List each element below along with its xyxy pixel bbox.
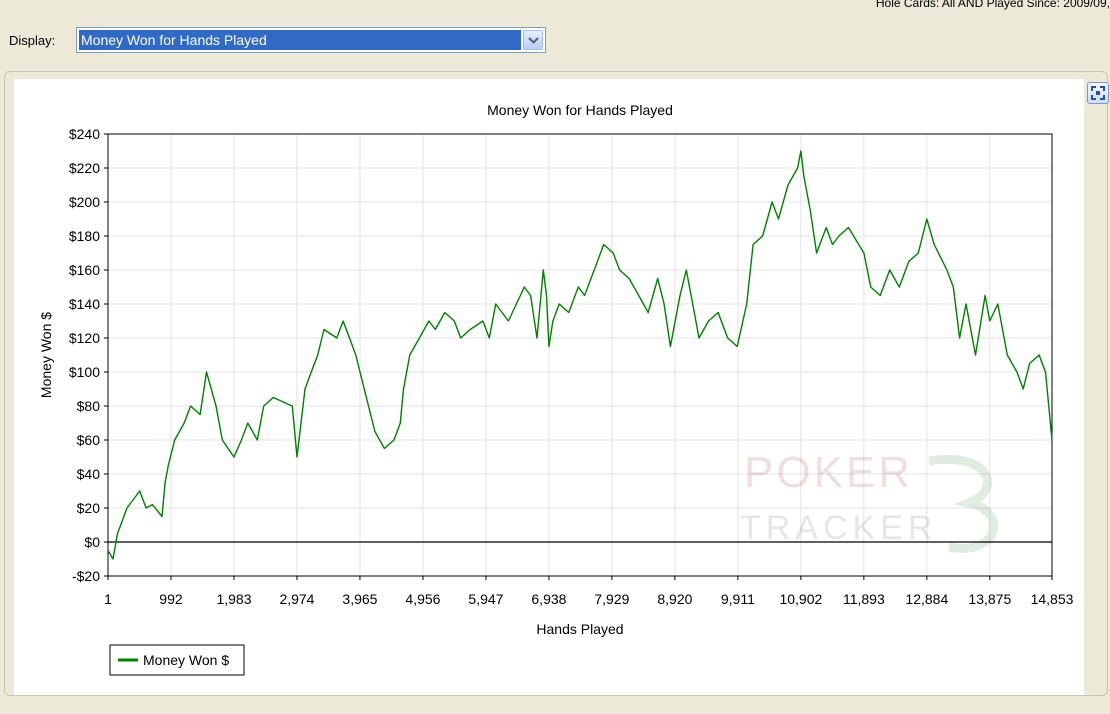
x-tick-label: 992: [159, 591, 183, 607]
y-tick-label: $180: [69, 228, 100, 244]
x-tick-label: 8,920: [657, 591, 692, 607]
display-select[interactable]: Money Won for Hands Played: [76, 27, 546, 53]
y-tick-label: $60: [77, 432, 101, 448]
y-tick-label: $20: [77, 500, 101, 516]
y-axis-label: Money Won $: [38, 312, 54, 398]
x-tick-label: 12,884: [905, 591, 948, 607]
y-tick-label: $140: [69, 296, 100, 312]
y-tick-label: $40: [77, 466, 101, 482]
x-tick-label: 2,974: [279, 591, 314, 607]
x-tick-label: 1: [104, 591, 112, 607]
y-tick-label: $120: [69, 330, 100, 346]
legend-label: Money Won $: [143, 652, 229, 668]
series-line: [107, 150, 1053, 560]
y-tick-label: $200: [69, 194, 100, 210]
y-tick-label: -$20: [72, 568, 100, 584]
y-tick-label: $160: [69, 262, 100, 278]
chart-title: Money Won for Hands Played: [487, 102, 673, 118]
money-won-chart: Money Won for Hands Played POKER TRACKER $2…: [38, 102, 1074, 676]
x-tick-label: 11,893: [843, 591, 885, 607]
svg-text:POKER: POKER: [744, 448, 913, 497]
filter-caption: Hole Cards: All AND Played Since: 2009/0…: [875, 0, 1110, 10]
x-axis-label: Hands Played: [536, 621, 623, 637]
x-tick-label: 9,911: [721, 591, 755, 607]
chevron-down-icon: [528, 37, 539, 44]
y-tick-label: $80: [77, 398, 101, 414]
legend: Money Won $: [109, 644, 245, 676]
x-tick-label: 13,875: [968, 591, 1011, 607]
y-tick-label: $220: [69, 160, 100, 176]
svg-text:TRACKER: TRACKER: [740, 509, 937, 547]
x-tick-label: 4,956: [405, 591, 440, 607]
expand-button[interactable]: [1087, 82, 1109, 104]
x-tick-label: 14,853: [1031, 591, 1074, 607]
watermark-logo: POKER TRACKER: [740, 448, 999, 553]
y-tick-label: $0: [84, 534, 100, 550]
dropdown-button[interactable]: [523, 30, 543, 50]
chart-area: Money Won for Hands Played POKER TRACKER $2…: [14, 79, 1084, 695]
y-tick-label: $240: [69, 126, 100, 142]
x-tick-label: 5,947: [468, 591, 503, 607]
expand-icon: [1091, 86, 1105, 100]
x-tick-label: 7,929: [594, 591, 629, 607]
plot-border: [107, 133, 1053, 577]
y-tick-label: $100: [69, 364, 100, 380]
x-tick-label: 6,938: [531, 591, 566, 607]
display-label: Display:: [9, 33, 56, 48]
x-tick-label: 1,983: [216, 591, 251, 607]
display-selected-value[interactable]: Money Won for Hands Played: [79, 30, 521, 50]
x-tick-label: 10,902: [779, 591, 822, 607]
x-tick-label: 3,965: [342, 591, 377, 607]
